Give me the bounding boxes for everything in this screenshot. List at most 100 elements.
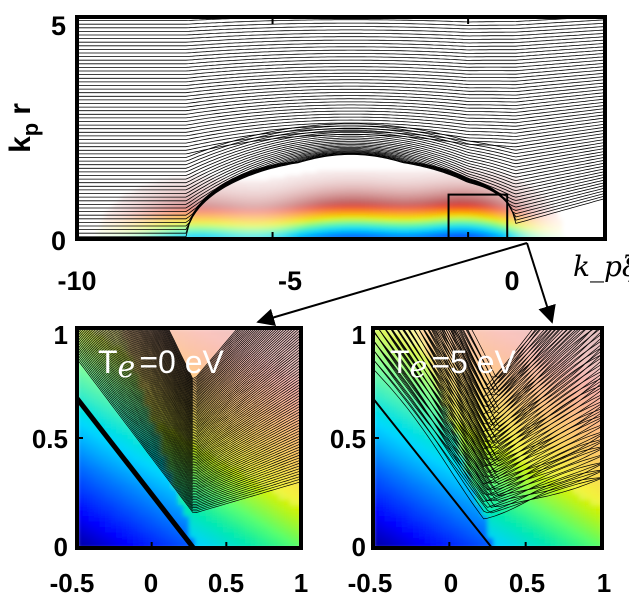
heat-cell [497,231,502,236]
heat-cell [110,454,118,461]
heat-cell [461,167,466,172]
trajectory [77,89,605,104]
heat-cell [537,200,542,205]
heat-cell [145,226,150,231]
heat-cell [109,228,114,233]
heat-cell [313,223,318,228]
heat-cell [397,190,402,195]
heat-cell [222,515,230,522]
trajectory [130,328,301,437]
heat-cell [521,231,526,236]
heat-cell [165,221,170,225]
heat-cell [116,471,123,478]
heat-cell [157,208,162,213]
heat-cell [417,223,422,228]
heat-cell [241,221,246,225]
heat-cell [88,515,95,522]
heat-cell [289,193,294,198]
heat-cell [437,170,442,175]
heat-cell [284,350,291,357]
heat-cell [395,471,403,478]
heat-cell [441,195,446,200]
bl-xtick-0: 0 [144,568,158,598]
heat-cell [221,180,226,185]
heat-cell [113,226,118,231]
heat-cell [253,180,258,185]
heat-cell [437,223,442,228]
heat-cell [378,471,386,478]
heat-cell [529,203,534,208]
heat-cell [321,178,326,182]
heat-cell [217,438,224,445]
heat-cell [424,460,432,467]
heat-cell [409,170,414,175]
heat-cell [278,427,286,434]
heat-cell [228,542,235,548]
heat-cell [430,460,437,467]
heat-cell [349,193,354,198]
heat-cell [228,476,235,483]
heat-cell [77,432,84,439]
heat-cell [473,228,478,233]
heat-cell [93,493,101,500]
heat-cell [425,198,430,203]
heat-cell [133,203,138,208]
heat-cell [313,183,318,187]
heat-cell [381,188,386,192]
heat-cell [88,454,95,461]
heat-cell [293,183,298,187]
heat-cell [409,226,414,231]
heat-cell [285,208,290,213]
heat-cell [189,471,196,478]
heat-cell [127,476,134,483]
bl-ytick-0.5: 0.5 [32,424,68,454]
heat-cell [250,537,258,544]
heat-cell [241,228,246,233]
heat-cell [418,465,426,472]
heat-cell [281,216,286,220]
heat-cell [256,498,263,505]
heat-cell [453,226,458,231]
heat-cell [194,366,202,373]
heat-cell [313,180,318,185]
heat-cell [82,493,90,500]
heat-cell [485,223,490,228]
trajectory [156,328,262,399]
heat-cell [321,233,326,238]
heat-cell [138,410,146,417]
heat-cell [413,198,418,203]
heat-cell [93,526,101,533]
heat-cell [309,233,314,238]
heat-cell [82,526,90,533]
heat-cell [153,226,158,231]
heat-cell [407,333,415,340]
heat-cell [157,203,162,208]
heat-cell [477,211,482,215]
heat-cell [265,211,270,215]
heat-cell [278,526,286,533]
heat-cell [297,175,302,180]
heat-cell [369,188,374,192]
heat-cell [385,200,390,205]
heat-cell [265,195,270,200]
heat-cell [390,394,397,401]
heat-cell [429,221,434,225]
heat-cell [249,185,254,190]
heat-cell [250,493,258,500]
heat-cell [405,175,410,180]
heat-cell [349,200,354,205]
heat-cell [385,228,390,233]
heat-cell [109,233,114,238]
heat-cell [413,465,420,472]
heat-cell [357,226,362,231]
heat-cell [173,190,178,195]
heat-cell [409,175,414,180]
heat-cell [417,208,422,213]
heat-cell [278,366,286,373]
heat-cell [129,193,134,198]
heat-cell [233,211,238,215]
heat-cell [217,361,224,368]
heat-cell [497,185,502,190]
heat-cell [261,208,266,213]
trajectory [77,149,605,212]
